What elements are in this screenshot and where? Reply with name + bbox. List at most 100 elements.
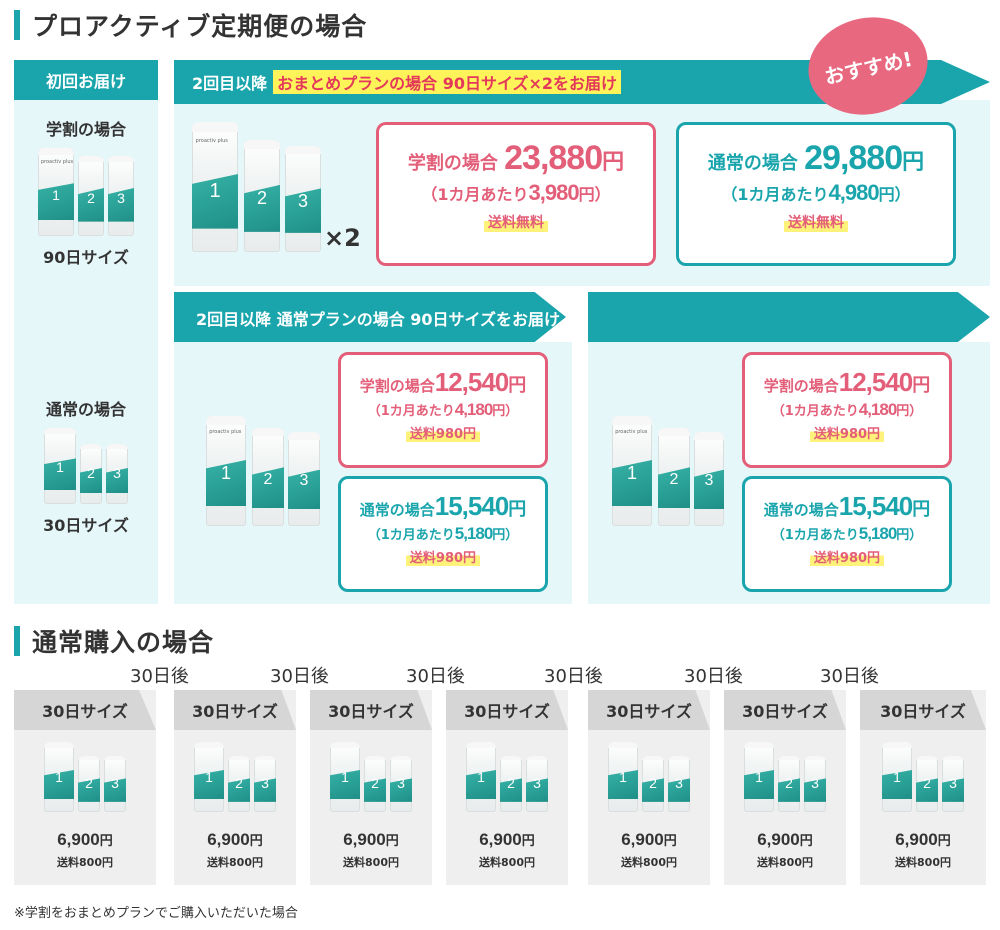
monthly-prefix: （1カ月あたり xyxy=(367,528,455,543)
interval-label: 30日後 xyxy=(130,666,189,687)
price: 12,540 xyxy=(434,367,510,397)
tube-3: 3 xyxy=(288,432,320,526)
recommend-badge-text: おすすめ! xyxy=(822,46,915,89)
shipping: 送料800円 xyxy=(757,856,813,869)
shipping: 送料980円 xyxy=(809,423,885,442)
tube-2: 2 xyxy=(78,156,104,236)
price: 6,900円 xyxy=(479,830,535,849)
normal-purchase-card-5: 30日サイズ 1 2 3 6,900円 送料800円 xyxy=(588,690,710,885)
label: 通常の場合 xyxy=(707,153,798,174)
monthly-suffix: 円） xyxy=(896,404,923,419)
product-image: 1 2 3 xyxy=(608,740,690,812)
label: 学割の場合 xyxy=(407,153,498,174)
product-image: 1 2 3 xyxy=(330,740,412,812)
product-image: 1 2 3 xyxy=(44,740,126,812)
shipping: 送料980円 xyxy=(405,423,481,442)
normal-plan-regular-price-box-2: 通常の場合15,540円 （1カ月あたり5,180円） 送料980円 xyxy=(742,476,952,592)
first-student-product-image: proactiv plus 1 2 3 xyxy=(38,146,134,236)
size-tab: 30日サイズ xyxy=(588,690,710,730)
first-normal-size: 30日サイズ xyxy=(43,516,129,535)
tube-1: proactiv plus 1 xyxy=(612,416,652,526)
bundle-regular-price-box: 通常の場合 29,880円 （1カ月あたり4,980円） 送料無料 xyxy=(676,122,956,266)
size-tab: 30日サイズ xyxy=(860,690,986,730)
yen: 円 xyxy=(912,499,931,520)
section-title: 通常購入の場合 xyxy=(32,628,215,657)
interval-label: 30日後 xyxy=(270,666,329,687)
tube-3: 3 xyxy=(106,444,128,504)
tube-3: 3 xyxy=(108,156,134,236)
tube-1: proactiv plus 1 xyxy=(38,148,74,236)
shipping: 送料800円 xyxy=(207,856,263,869)
yen: 円 xyxy=(912,375,931,396)
size-tab: 30日サイズ xyxy=(310,690,432,730)
monthly-suffix: 円） xyxy=(896,528,923,543)
normal-plan-banner-text: 2回目以降 通常プランの場合 90日サイズをお届け xyxy=(196,310,561,329)
monthly-price: 4,180 xyxy=(454,400,494,419)
monthly-prefix: （1カ月あたり xyxy=(421,185,529,204)
tube-2: 2 xyxy=(658,428,690,526)
monthly-prefix: （1カ月あたり xyxy=(721,185,829,204)
monthly-prefix: （1カ月あたり xyxy=(367,404,455,419)
monthly-suffix: 円） xyxy=(492,528,519,543)
monthly-suffix: 円） xyxy=(878,185,911,204)
normal-purchase-card-7: 30日サイズ 1 2 3 6,900円 送料800円 xyxy=(860,690,986,885)
monthly-suffix: 円） xyxy=(578,185,611,204)
tube-1: proactiv plus 1 xyxy=(192,122,238,252)
tube-2: 2 xyxy=(80,444,102,504)
label: 通常の場合 xyxy=(763,501,839,519)
normal-plan-product-image-2: proactiv plus 1 2 3 xyxy=(612,414,724,526)
price: 15,540 xyxy=(434,491,510,521)
yen: 円 xyxy=(508,375,527,396)
shipping: 送料無料 xyxy=(484,212,548,232)
interval-label: 30日後 xyxy=(820,666,879,687)
product-image: 1 2 3 xyxy=(744,740,826,812)
section-heading-proactive: プロアクティブ定期便の場合 xyxy=(14,8,367,42)
size-tab: 30日サイズ xyxy=(724,690,846,730)
monthly-price: 5,180 xyxy=(454,524,494,543)
shipping: 送料980円 xyxy=(405,547,481,566)
shipping: 送料800円 xyxy=(57,856,113,869)
interval-label: 30日後 xyxy=(544,666,603,687)
normal-purchase-card-4: 30日サイズ 1 2 3 6,900円 送料800円 xyxy=(446,690,568,885)
monthly-price: 4,180 xyxy=(858,400,898,419)
bundle-banner-prefix: 2回目以降 xyxy=(192,74,268,93)
bundle-multiplier: ×2 xyxy=(324,224,361,252)
first-normal-label: 通常の場合 xyxy=(45,400,126,419)
monthly-prefix: （1カ月あたり xyxy=(771,404,859,419)
price: 6,900円 xyxy=(895,830,951,849)
tube-1: 1 xyxy=(44,428,76,504)
bundle-banner-highlight: おまとめプランの場合 90日サイズ×2をお届け xyxy=(273,70,622,94)
product-image: 1 2 3 xyxy=(194,740,276,812)
first-normal-product-image: 1 2 3 xyxy=(44,426,128,504)
first-student-label: 学割の場合 xyxy=(45,120,126,139)
label: 学割の場合 xyxy=(359,377,435,395)
product-image: 1 2 3 xyxy=(466,740,548,812)
tube-3: 3 xyxy=(285,146,321,252)
normal-plan-regular-price-box-1: 通常の場合15,540円 （1カ月あたり5,180円） 送料980円 xyxy=(338,476,548,592)
normal-plan-student-price-box-2: 学割の場合12,540円 （1カ月あたり4,180円） 送料980円 xyxy=(742,352,952,468)
normal-purchase-card-6: 30日サイズ 1 2 3 6,900円 送料800円 xyxy=(724,690,846,885)
monthly-price: 5,180 xyxy=(858,524,898,543)
size-tab: 30日サイズ xyxy=(174,690,296,730)
shipping: 送料800円 xyxy=(621,856,677,869)
heading-bar xyxy=(14,10,20,40)
label: 学割の場合 xyxy=(763,377,839,395)
monthly-price: 3,980 xyxy=(528,180,580,205)
normal-plan-banner-right-arrow xyxy=(588,292,990,342)
monthly-price: 4,980 xyxy=(828,180,880,205)
product-image: 1 2 3 xyxy=(882,740,964,812)
tube-2: 2 xyxy=(252,428,284,526)
price: 6,900円 xyxy=(621,830,677,849)
price: 6,900円 xyxy=(757,830,813,849)
price: 12,540 xyxy=(838,367,914,397)
footnote: ※学割をおまとめプランでご購入いただいた場合 xyxy=(14,906,298,921)
tube-3: 3 xyxy=(694,432,724,526)
bundle-product-image: proactiv plus 1 2 3 xyxy=(192,120,322,252)
section-heading-normal-purchase: 通常購入の場合 xyxy=(14,624,214,658)
heading-bar xyxy=(14,626,20,656)
tube-2: 2 xyxy=(244,140,280,252)
yen: 円 xyxy=(902,150,925,175)
price: 23,880 xyxy=(504,139,603,177)
normal-purchase-card-3: 30日サイズ 1 2 3 6,900円 送料800円 xyxy=(310,690,432,885)
shipping: 送料980円 xyxy=(809,547,885,566)
